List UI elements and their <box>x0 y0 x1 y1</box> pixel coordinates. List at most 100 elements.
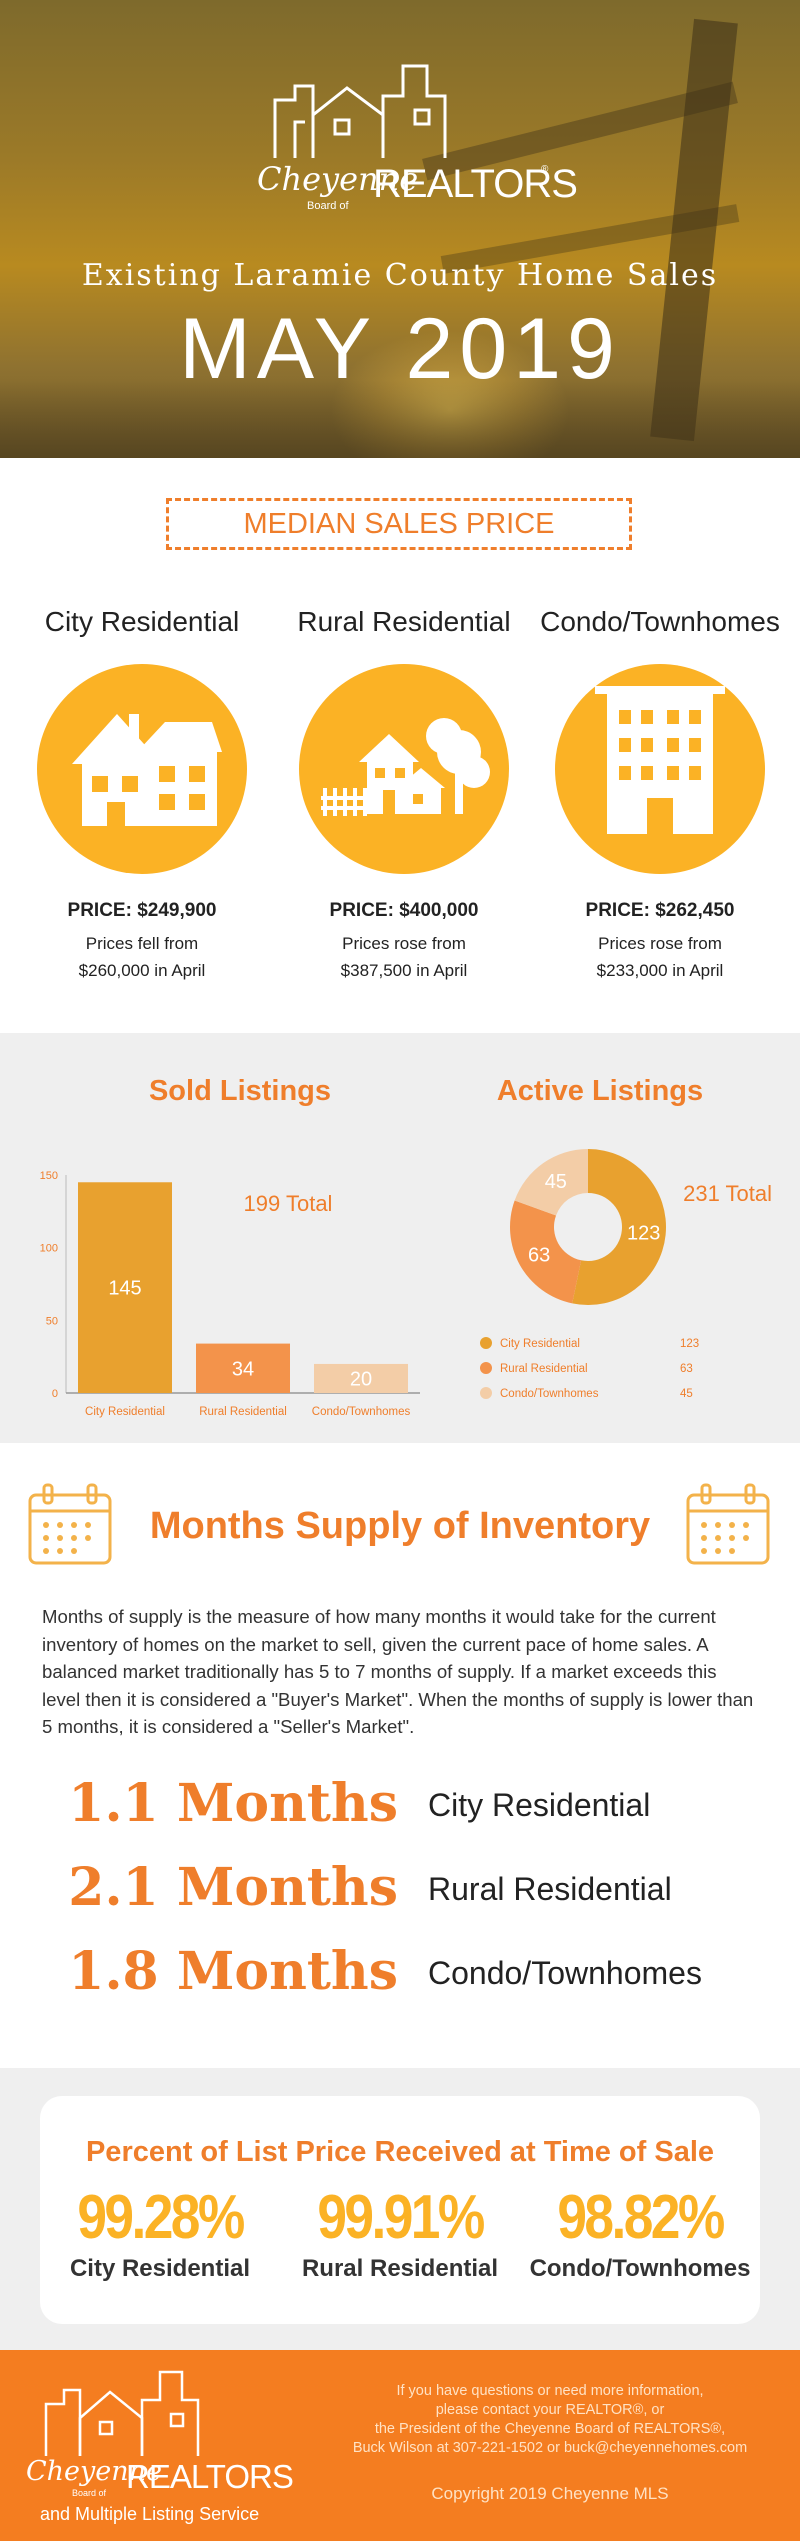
category-label: Rural Residential <box>297 606 511 637</box>
x-tick-label: Condo/Townhomes <box>312 1406 411 1418</box>
price-change-line: $260,000 in April <box>78 961 206 980</box>
donut-slice <box>510 1200 582 1304</box>
legend-label: Condo/Townhomes <box>500 1388 599 1400</box>
median-sales-section: MEDIAN SALES PRICE City Residential <box>0 458 800 1033</box>
months-value: 2.1 Months <box>68 1857 398 1918</box>
price-change-note: Prices rose from $387,500 in April <box>274 930 534 984</box>
contact-email-line[interactable]: Buck Wilson at 307-221-1502 or buck@chey… <box>352 2440 748 2456</box>
percent-category: Rural Residential <box>301 2255 499 2282</box>
legend-label: Rural Residential <box>500 1363 588 1375</box>
y-tick-label: 50 <box>46 1315 58 1327</box>
legend-swatch <box>480 1337 492 1349</box>
slice-value-label: 45 <box>545 1171 567 1193</box>
bar-value-label: 20 <box>350 1368 372 1390</box>
logo-script: Cheyenne <box>257 160 419 198</box>
percent-value: 98.82% <box>557 2183 725 2252</box>
y-tick-label: 150 <box>40 1170 58 1182</box>
slice-value-label: 63 <box>528 1244 550 1266</box>
farm-house-icon <box>321 718 490 816</box>
months-supply-title: Months Supply of Inventory <box>149 1505 651 1547</box>
legend-value: 45 <box>680 1388 693 1400</box>
house-icon <box>72 714 222 826</box>
legend-label: City Residential <box>500 1338 580 1350</box>
houses-outline-icon <box>273 64 447 158</box>
houses-outline-icon <box>44 2370 200 2456</box>
active-total: 231 Total <box>683 1181 772 1206</box>
months-supply-section: Months Supply of Inventory Months of sup… <box>0 1443 800 2068</box>
sold-listings-title: Sold Listings <box>148 1075 332 1107</box>
median-col-rural: Rural Residential <box>274 606 534 984</box>
median-price: PRICE: $400,000 <box>329 900 479 921</box>
bar <box>78 1182 172 1393</box>
months-category: Condo/Townhomes <box>428 1955 702 1991</box>
bar-value-label: 145 <box>108 1278 141 1300</box>
grass-shade <box>0 380 800 458</box>
copyright: Copyright 2019 Cheyenne MLS <box>431 2484 669 2503</box>
months-category: City Residential <box>428 1787 651 1823</box>
calendar-icon <box>28 1483 112 1565</box>
percent-item-condo: 98.82% Condo/Townhomes <box>520 2182 760 2283</box>
contact-line: please contact your REALTOR®, or <box>435 2402 665 2418</box>
donut-slice <box>514 1149 588 1216</box>
sold-total: 199 Total <box>244 1191 333 1216</box>
logo-subtitle: and Multiple Listing Service <box>40 2504 260 2524</box>
percent-category: Condo/Townhomes <box>529 2255 751 2282</box>
slice-value-label: 123 <box>627 1223 660 1245</box>
logo-board: Board of <box>72 2488 107 2498</box>
logo-registered-mark: ® <box>541 164 549 175</box>
legend-swatch <box>480 1387 492 1399</box>
bar-value-label: 34 <box>232 1358 254 1380</box>
contact-info: If you have questions or need more infor… <box>310 2382 790 2458</box>
category-badge <box>299 664 509 874</box>
contact-line: If you have questions or need more infor… <box>396 2383 704 2399</box>
page-title: Existing Laramie County Home Sales <box>81 258 719 293</box>
hero-banner: Cheyenne Board of REALTORS ® Existing La… <box>0 0 800 458</box>
median-price: PRICE: $249,900 <box>67 900 217 921</box>
price-change-note: Prices fell from $260,000 in April <box>12 930 272 984</box>
footer: Cheyenne Board of REALTORS and Multiple … <box>0 2350 800 2541</box>
median-price: PRICE: $262,450 <box>585 900 735 921</box>
footer-logo: Cheyenne Board of REALTORS and Multiple … <box>26 2368 294 2528</box>
x-tick-label: Rural Residential <box>199 1406 287 1418</box>
active-listings-title: Active Listings <box>496 1075 704 1107</box>
report-month: MAY 2019 <box>179 301 621 397</box>
category-label: City Residential <box>44 606 240 637</box>
donut-slice <box>572 1149 666 1305</box>
median-col-condo: Condo/Townhomes PRICE: $262,450 Prices r… <box>530 606 790 984</box>
months-supply-description: Months of supply is the measure of how m… <box>42 1606 754 1738</box>
price-change-line: Prices rose from <box>598 934 722 953</box>
legend-value: 63 <box>680 1363 693 1375</box>
calendar-icon <box>686 1483 770 1565</box>
listings-section: Sold Listings Active Listings 0 50 100 150 1… <box>0 1033 800 1443</box>
months-category: Rural Residential <box>428 1871 672 1907</box>
percent-item-rural: 99.91% Rural Residential <box>280 2182 520 2283</box>
logo-script: Cheyenne <box>26 2456 163 2487</box>
months-value: 1.8 Months <box>68 1941 398 2002</box>
y-tick-label: 100 <box>40 1243 58 1255</box>
category-badge <box>555 664 765 874</box>
months-row-condo: 1.8 Months Condo/Townhomes <box>0 1941 800 2011</box>
percent-category: City Residential <box>69 2255 251 2282</box>
apartment-building-icon <box>595 686 725 834</box>
price-change-line: Prices fell from <box>85 934 199 953</box>
percent-value: 99.91% <box>317 2183 485 2252</box>
percent-list-section: Percent of List Price Received at Time o… <box>0 2068 800 2350</box>
cheyenne-realtors-logo: Cheyenne Board of REALTORS ® <box>255 60 578 215</box>
bar <box>314 1363 408 1393</box>
months-row-city: 1.1 Months City Residential <box>0 1773 800 1843</box>
logo-brand: REALTORS <box>126 2458 294 2495</box>
contact-line: the President of the Cheyenne Board of R… <box>374 2421 726 2437</box>
bar <box>196 1343 290 1393</box>
percent-item-city: 99.28% City Residential <box>40 2182 280 2283</box>
price-change-line: Prices rose from <box>342 934 466 953</box>
price-change-line: $233,000 in April <box>596 961 724 980</box>
percent-list-title: Percent of List Price Received at Time o… <box>85 2136 715 2168</box>
months-row-rural: 2.1 Months Rural Residential <box>0 1857 800 1927</box>
legend-value: 123 <box>680 1338 699 1350</box>
active-listings-donut-chart: 123 63 45 231 Total City Residential 123 Rural… <box>480 1149 772 1400</box>
months-value: 1.1 Months <box>68 1773 398 1834</box>
legend-swatch <box>480 1362 492 1374</box>
category-badge <box>37 664 247 874</box>
percent-value: 99.28% <box>77 2183 245 2252</box>
logo-board: Board of <box>307 200 349 212</box>
